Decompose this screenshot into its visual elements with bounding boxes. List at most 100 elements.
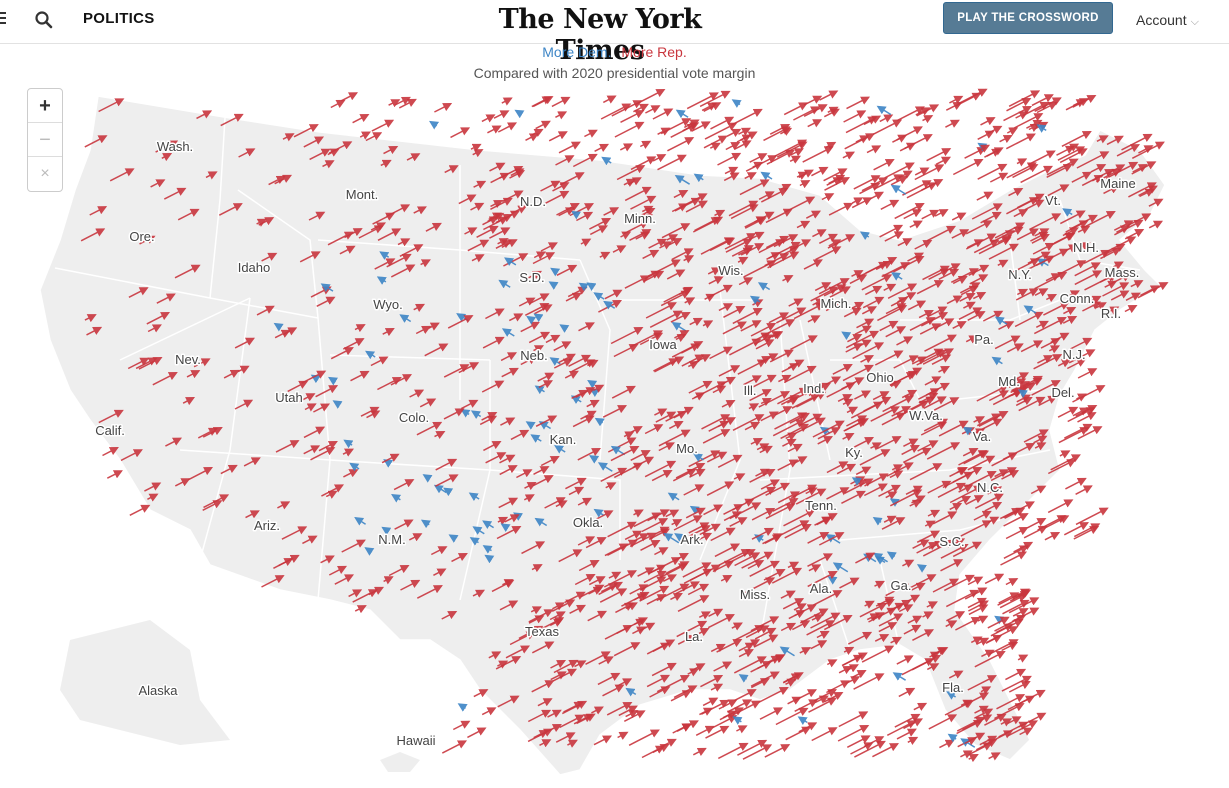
- rep-shift-arrow: [698, 611, 711, 620]
- state-label: Pa.: [974, 332, 994, 347]
- rep-shift-arrow: [501, 367, 519, 378]
- rep-shift-arrow: [969, 274, 989, 285]
- rep-shift-arrow: [734, 140, 752, 150]
- section-politics-link[interactable]: POLITICS: [83, 10, 155, 27]
- rep-shift-arrow: [823, 168, 848, 182]
- rep-shift-arrow: [238, 148, 256, 158]
- reset-zoom-button[interactable]: ×: [40, 165, 50, 182]
- rep-shift-arrow: [220, 113, 244, 127]
- rep-shift-arrow: [568, 354, 592, 367]
- rep-shift-arrow: [687, 668, 700, 677]
- rep-shift-arrow: [553, 341, 572, 352]
- rep-shift-arrow: [646, 674, 671, 688]
- rep-shift-arrow: [845, 676, 861, 685]
- rep-shift-arrow: [849, 437, 875, 451]
- account-menu[interactable]: Account ⌵: [1136, 12, 1199, 29]
- rep-shift-arrow: [860, 355, 875, 364]
- rep-shift-arrow: [902, 559, 915, 568]
- search-icon[interactable]: [34, 10, 54, 30]
- rep-shift-arrow: [1016, 158, 1028, 167]
- rep-shift-arrow: [841, 654, 863, 667]
- state-label: S.C.: [939, 534, 964, 549]
- rep-shift-arrow: [769, 124, 791, 135]
- state-label: Alaska: [138, 683, 178, 698]
- rep-shift-arrow: [726, 128, 742, 138]
- rep-shift-arrow: [874, 634, 890, 643]
- rep-shift-arrow: [782, 598, 805, 610]
- rep-shift-arrow: [879, 114, 894, 123]
- rep-shift-arrow: [775, 307, 807, 324]
- rep-shift-arrow: [984, 573, 1005, 585]
- map-subtitle: Compared with 2020 presidential vote mar…: [473, 65, 756, 81]
- zoom-out-button[interactable]: −: [28, 123, 62, 157]
- rep-shift-arrow: [736, 131, 758, 143]
- rep-shift-arrow: [754, 627, 777, 640]
- rep-shift-arrow: [1020, 340, 1044, 353]
- rep-shift-arrow: [649, 686, 671, 698]
- rep-shift-arrow: [360, 406, 380, 417]
- rep-shift-arrow: [926, 442, 961, 460]
- rep-shift-arrow: [651, 662, 677, 677]
- rep-shift-arrow: [146, 312, 171, 325]
- rep-shift-arrow: [1132, 164, 1148, 173]
- menu-icon[interactable]: [0, 12, 6, 26]
- rep-shift-arrow: [1121, 133, 1153, 151]
- rep-shift-arrow: [731, 622, 743, 631]
- rep-shift-arrow: [523, 494, 535, 503]
- rep-shift-arrow: [958, 450, 988, 466]
- rep-shift-arrow: [917, 440, 939, 452]
- rep-shift-arrow: [174, 264, 201, 279]
- play-crossword-button[interactable]: PLAY THE CROSSWORD: [943, 2, 1113, 34]
- rep-shift-arrow: [605, 482, 617, 491]
- dem-shift-arrow: [534, 385, 545, 395]
- rep-shift-arrow: [156, 293, 176, 304]
- rep-shift-arrow: [671, 341, 704, 358]
- rep-shift-arrow: [814, 282, 832, 292]
- rep-shift-arrow: [614, 121, 645, 138]
- rep-shift-arrow: [738, 127, 752, 136]
- rep-shift-arrow: [302, 535, 318, 545]
- rep-shift-arrow: [837, 394, 853, 403]
- rep-shift-arrow: [558, 549, 583, 563]
- rep-shift-arrow: [518, 297, 536, 307]
- rep-shift-arrow: [377, 377, 402, 391]
- rep-shift-arrow: [894, 203, 925, 220]
- rep-shift-arrow: [308, 211, 326, 221]
- rep-shift-arrow: [1012, 226, 1024, 235]
- rep-shift-arrow: [780, 590, 796, 599]
- rep-shift-arrow: [481, 707, 497, 716]
- rep-shift-arrow: [147, 324, 162, 333]
- rep-shift-arrow: [812, 229, 827, 238]
- rep-shift-arrow: [758, 191, 775, 200]
- rep-shift-arrow: [1103, 185, 1120, 195]
- rep-shift-arrow: [817, 436, 834, 445]
- rep-shift-arrow: [625, 602, 638, 611]
- rep-shift-arrow: [812, 420, 845, 438]
- zoom-in-button[interactable]: +: [28, 89, 62, 123]
- rep-shift-arrow: [620, 231, 632, 240]
- rep-shift-arrow: [952, 321, 967, 330]
- rep-shift-arrow: [1077, 242, 1091, 251]
- rep-shift-arrow: [298, 393, 316, 403]
- rep-shift-arrow: [839, 577, 860, 589]
- rep-shift-arrow: [883, 283, 897, 292]
- rep-shift-arrow: [742, 577, 776, 595]
- rep-shift-arrow: [688, 380, 713, 394]
- rep-shift-arrow: [773, 234, 799, 248]
- rep-shift-arrow: [885, 326, 907, 338]
- nyt-logo[interactable]: The New York Times: [498, 4, 702, 66]
- dem-shift-arrow: [472, 526, 485, 535]
- rep-shift-arrow: [764, 744, 791, 758]
- rep-shift-arrow: [1046, 158, 1079, 176]
- rep-shift-arrow: [471, 254, 485, 263]
- rep-shift-arrow: [510, 429, 530, 441]
- rep-shift-arrow: [147, 493, 159, 502]
- rep-shift-arrow: [753, 634, 779, 648]
- rep-shift-arrow: [950, 268, 979, 283]
- rep-shift-arrow: [872, 391, 890, 401]
- rep-shift-arrow: [916, 104, 940, 117]
- dem-shift-arrow: [433, 484, 447, 494]
- rep-shift-arrow: [842, 151, 856, 160]
- rep-shift-arrow: [1065, 244, 1079, 253]
- rep-shift-arrow: [997, 235, 1013, 244]
